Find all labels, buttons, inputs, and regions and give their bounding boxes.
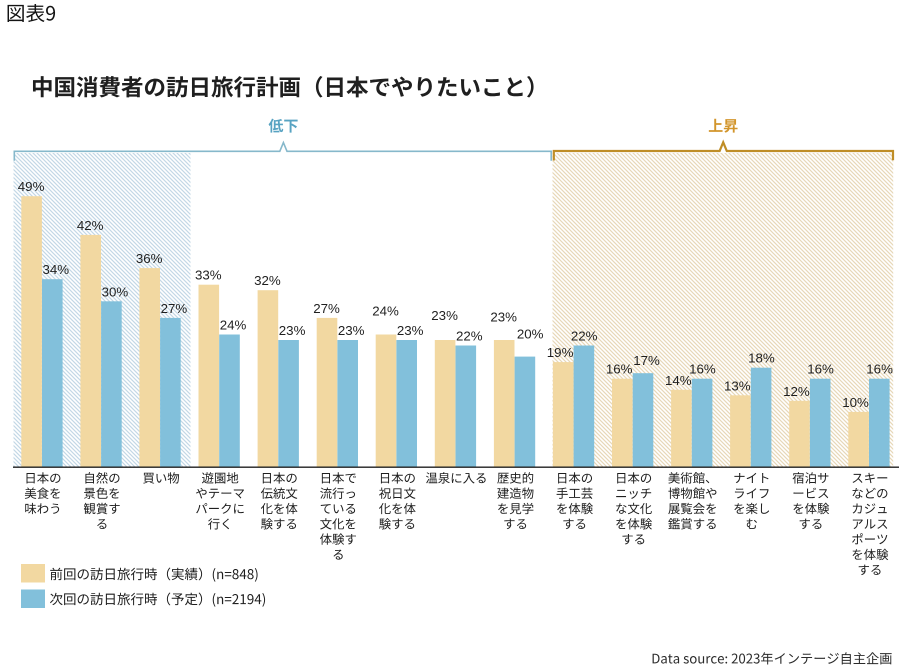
svg-text:42%: 42% [77,218,104,233]
svg-text:27%: 27% [161,301,188,316]
svg-text:16%: 16% [866,362,893,377]
svg-text:10%: 10% [842,395,869,410]
svg-text:22%: 22% [571,329,598,344]
svg-text:23%: 23% [490,310,517,325]
svg-text:49%: 49% [18,179,45,194]
svg-text:23%: 23% [338,323,365,338]
svg-text:20%: 20% [517,327,544,342]
svg-text:34%: 34% [42,262,69,277]
svg-text:12%: 12% [783,384,810,399]
svg-text:23%: 23% [397,323,424,338]
svg-text:23%: 23% [431,308,458,323]
svg-text:19%: 19% [547,345,574,360]
svg-text:16%: 16% [606,362,633,377]
svg-text:13%: 13% [724,378,751,393]
svg-text:36%: 36% [136,251,163,266]
svg-text:23%: 23% [279,323,306,338]
svg-text:18%: 18% [748,351,775,366]
svg-text:24%: 24% [220,318,247,333]
svg-text:17%: 17% [633,353,660,368]
svg-text:33%: 33% [195,268,222,283]
svg-text:22%: 22% [456,329,483,344]
svg-text:30%: 30% [102,284,129,299]
svg-text:27%: 27% [313,301,340,316]
svg-text:24%: 24% [372,304,399,319]
svg-text:32%: 32% [254,273,281,288]
svg-text:16%: 16% [689,362,716,377]
svg-text:16%: 16% [807,362,834,377]
svg-text:14%: 14% [665,373,692,388]
